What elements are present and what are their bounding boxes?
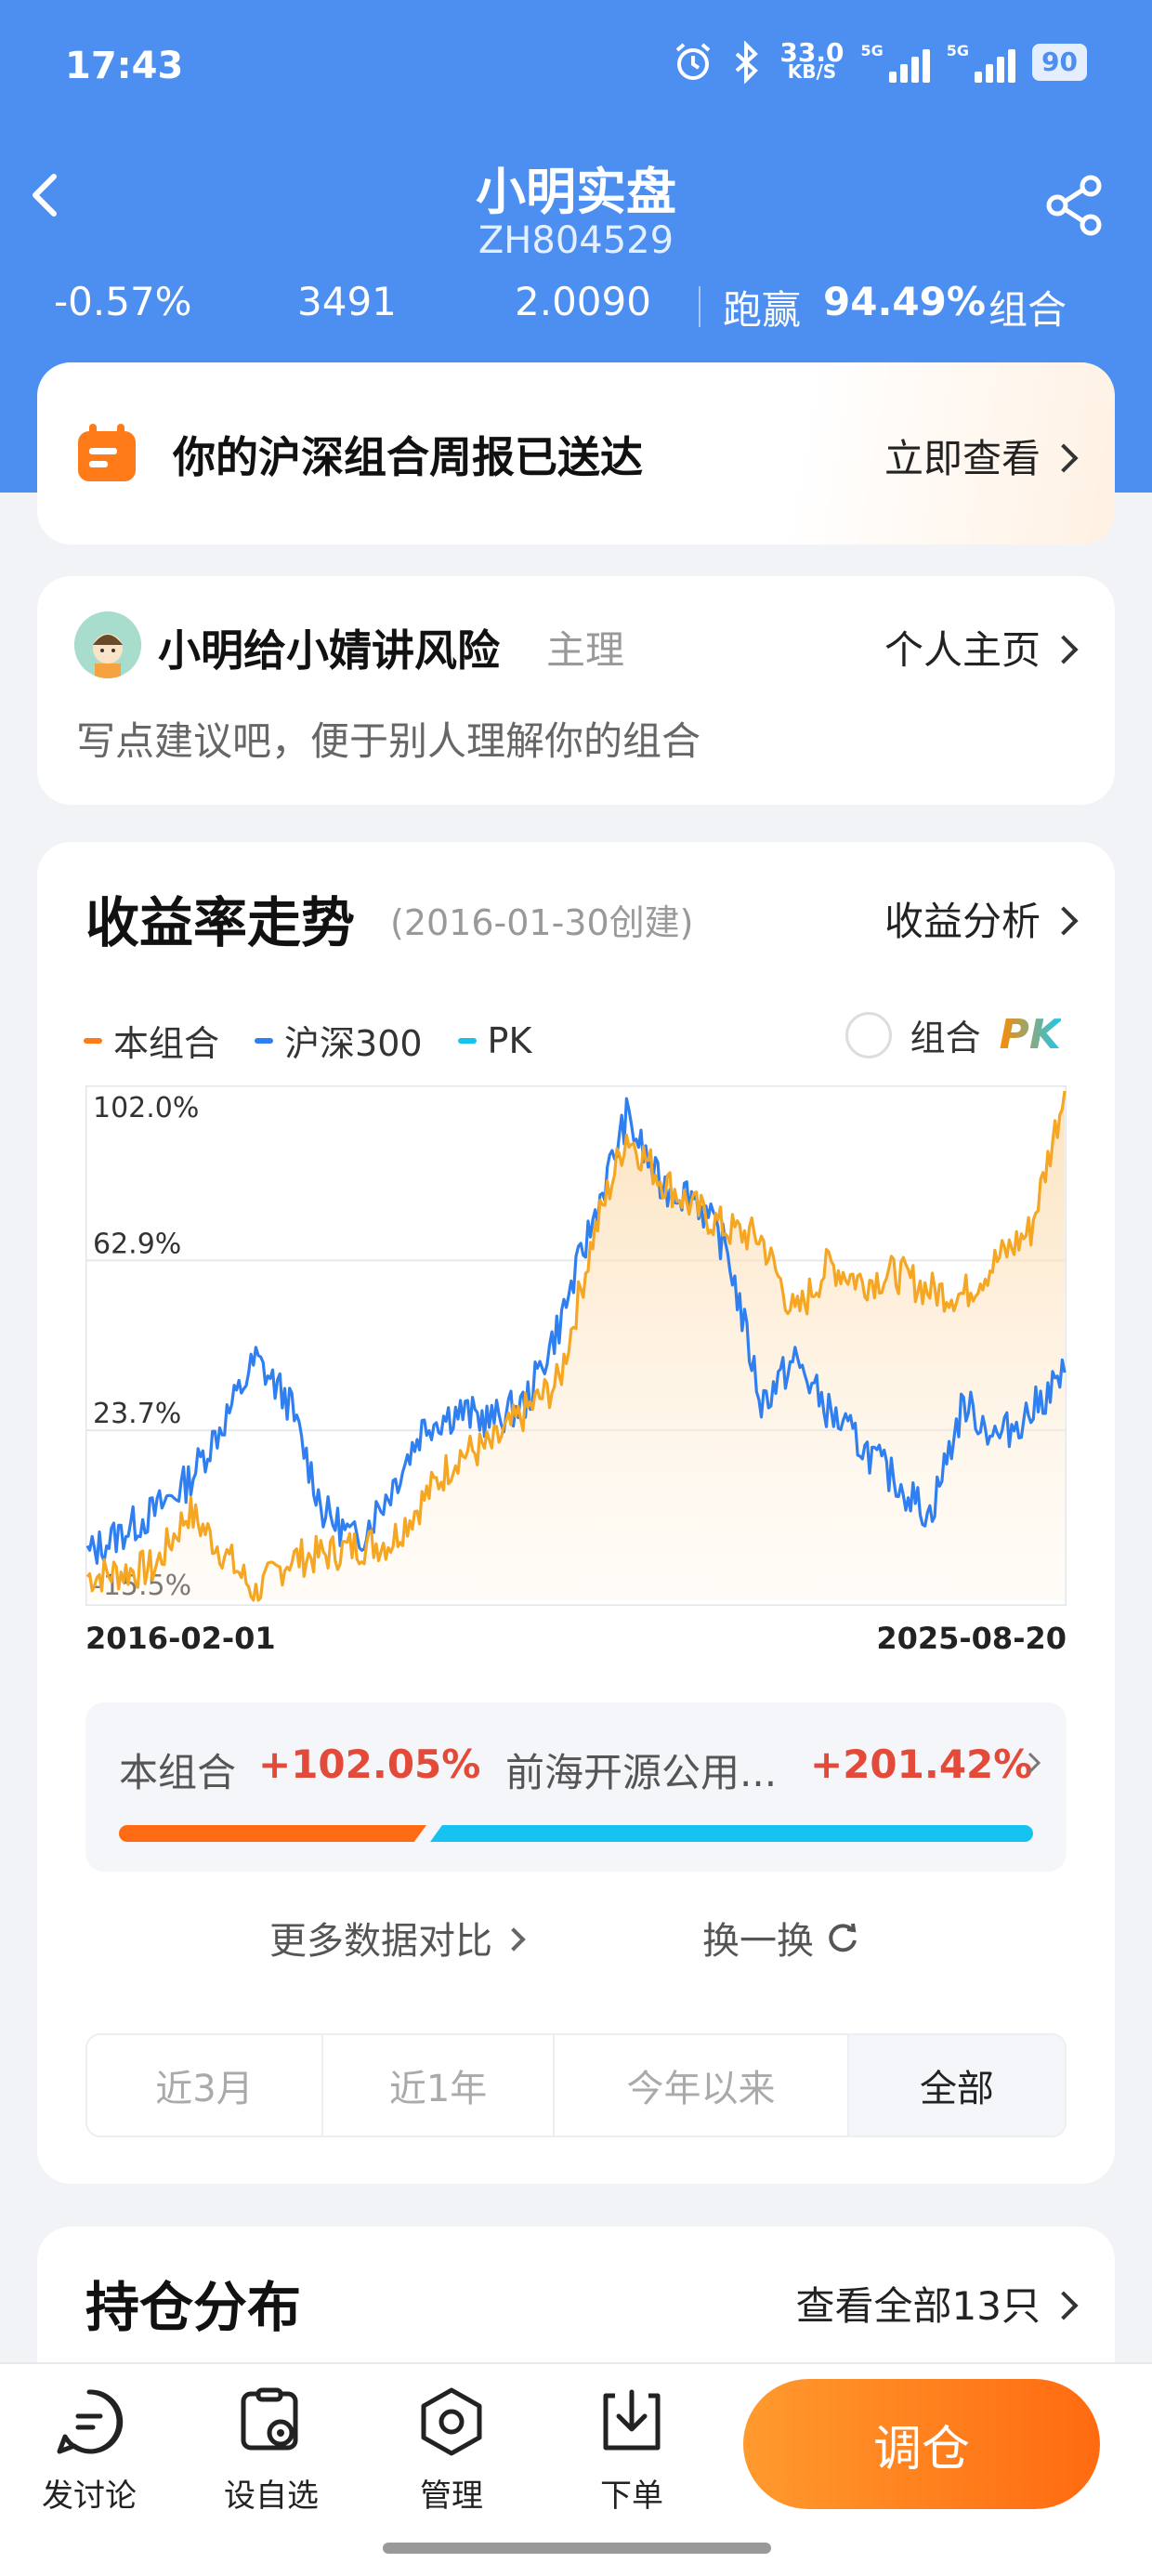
order-label: 下单 (600, 2477, 663, 2515)
manage-label: 管理 (420, 2477, 483, 2515)
manage-button[interactable]: 管理 (386, 2386, 517, 2516)
profile-link[interactable]: 个人主页 (884, 619, 1079, 676)
chevron-right-icon (1049, 2290, 1079, 2320)
weekly-report-card[interactable]: 你的沪深组合周报已送达 立即查看 (37, 362, 1115, 545)
pk-comparison[interactable]: 本组合 +102.05% 前海开源公用... +201.42% (85, 1702, 1067, 1872)
add-watchlist-button[interactable]: 设自选 (206, 2386, 336, 2516)
avatar[interactable] (74, 611, 141, 678)
chart-legend: 本组合 沪深300 PK (84, 1015, 531, 1066)
legend-index: 沪深300 (255, 1015, 423, 1066)
alarm-icon (676, 43, 711, 80)
return-chart-svg: 102.0%62.9%23.7%-15.5% (85, 1085, 1067, 1606)
discuss-label: 发讨论 (42, 2477, 137, 2515)
portfolio-description[interactable]: 写点建议吧，便于别人理解你的组合 (76, 718, 701, 764)
bottom-action-bar: 发讨论 设自选 管理 下单 调仓 (0, 2362, 1152, 2576)
y-tick-label: 23.7% (93, 1398, 181, 1430)
battery-indicator: 90 (1032, 44, 1087, 81)
legend-pk: PK (457, 1020, 531, 1061)
chevron-right-icon (1049, 442, 1079, 473)
owner-role: 主理 (546, 627, 625, 673)
page-title: 小明实盘 (476, 163, 676, 221)
pk-left-value: +102.05% (258, 1741, 481, 1787)
portfolio-stats: -0.57% 3491 2.0090 跑赢 94.49% 组合 (0, 279, 1152, 335)
chat-icon (57, 2389, 124, 2454)
pk-right-label: 前海开源公用... (505, 1750, 778, 1795)
pk-badge: PK (999, 1011, 1061, 1058)
y-tick-label: 62.9% (93, 1228, 181, 1260)
trend-title: 收益率走势 (85, 891, 356, 954)
refresh-icon (829, 1923, 857, 1952)
status-time: 17:43 (65, 45, 184, 87)
status-bar: 17:43 33.0 KB/S 5G 5G 90 (0, 0, 1152, 130)
share-icon[interactable] (1042, 173, 1107, 238)
pk-toggle-label: 组合 (910, 1018, 981, 1058)
y-tick-label: 102.0% (93, 1092, 199, 1124)
settings-hexagon-icon (421, 2387, 482, 2456)
chart-end-date: 2025-08-20 (876, 1621, 1067, 1656)
return-analysis-link[interactable]: 收益分析 (884, 890, 1079, 947)
tab-1y[interactable]: 近1年 (323, 2035, 556, 2136)
portfolio-pk-toggle[interactable]: 组合 PK (844, 1009, 1061, 1060)
return-chart[interactable]: 102.0%62.9%23.7%-15.5% (85, 1085, 1067, 1680)
home-indicator (383, 2543, 771, 2554)
swap-button[interactable]: 换一换 (702, 1911, 860, 1965)
return-trend-card: 收益率走势 (2016-01-30创建) 收益分析 本组合 沪深300 PK 组… (37, 842, 1115, 2184)
beat-value: 94.49% (823, 279, 986, 324)
net-value: 2.0090 (515, 279, 651, 324)
owner-name[interactable]: 小明给小婧讲风险 (158, 625, 500, 676)
day-change: -0.57% (54, 279, 192, 324)
tab-all[interactable]: 全部 (848, 2035, 1065, 2136)
beat-suffix: 组合 (988, 287, 1067, 333)
created-date: (2016-01-30创建) (390, 902, 694, 943)
pk-right-value: +201.42% (810, 1741, 1033, 1787)
beat-label: 跑赢 (723, 287, 802, 333)
chevron-right-icon (1049, 634, 1079, 664)
divider (699, 286, 700, 327)
tab-3m[interactable]: 近3月 (87, 2035, 324, 2136)
signal-icon-2: 5G (947, 42, 1016, 83)
watchlist-label: 设自选 (224, 2477, 319, 2515)
bluetooth-icon (736, 41, 759, 84)
legend-portfolio: 本组合 (84, 1015, 219, 1066)
chart-start-date: 2016-02-01 (85, 1621, 276, 1656)
report-message: 你的沪深组合周报已送达 (173, 432, 643, 482)
tab-ytd[interactable]: 今年以来 (555, 2035, 849, 2136)
view-all-holdings-link[interactable]: 查看全部13只 (796, 2275, 1079, 2332)
chart-border (85, 1085, 1067, 1606)
series-line-hs300 (85, 1097, 1067, 1565)
pk-bar-rival (430, 1825, 1033, 1842)
status-icons: 33.0 KB/S 5G 5G 90 (672, 37, 1087, 84)
watchlist-icon (241, 2387, 298, 2451)
signal-icon: 5G (861, 42, 930, 83)
range-tabs: 近3月 近1年 今年以来 全部 (85, 2033, 1067, 2137)
network-speed: 33.0 KB/S (779, 37, 844, 83)
order-button[interactable]: 下单 (567, 2386, 697, 2516)
chevron-right-icon (502, 1927, 526, 1952)
portfolio-code: ZH804529 (478, 219, 674, 262)
series-line-portfolio (85, 1090, 1067, 1602)
owner-card: 小明给小婧讲风险 主理 个人主页 写点建议吧，便于别人理解你的组合 (37, 576, 1115, 805)
back-arrow-icon[interactable] (19, 167, 74, 223)
pk-radio[interactable] (844, 1011, 892, 1058)
portfolio-area (87, 1091, 1065, 1600)
more-data-compare-link[interactable]: 更多数据对比 (269, 1911, 526, 1965)
calendar-report-icon (78, 424, 136, 481)
discuss-button[interactable]: 发讨论 (24, 2386, 154, 2516)
download-order-icon (603, 2389, 661, 2451)
nav-bar: 小明实盘 ZH804529 (0, 139, 1152, 269)
view-report-link[interactable]: 立即查看 (884, 427, 1079, 484)
chevron-right-icon (1028, 1752, 1041, 1774)
chevron-right-icon (1049, 905, 1079, 936)
followers-count: 3491 (297, 279, 397, 324)
holdings-title: 持仓分布 (85, 2276, 302, 2339)
pk-bar-portfolio (119, 1825, 426, 1842)
pk-left-label: 本组合 (119, 1750, 237, 1795)
rebalance-button[interactable]: 调仓 (743, 2379, 1100, 2509)
